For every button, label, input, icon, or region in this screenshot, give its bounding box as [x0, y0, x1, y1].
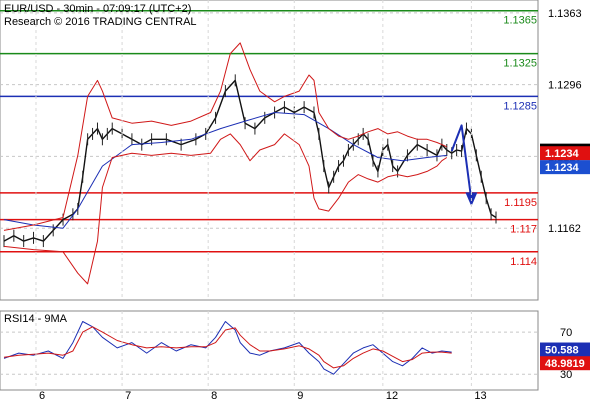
rsi-tag-label: 48.9819	[545, 358, 585, 370]
level-label: 1.1195	[504, 197, 537, 209]
x-tick-label: 7	[125, 390, 131, 400]
x-tick-label: 6	[39, 390, 45, 400]
chart-subtitle: Research © 2016 TRADING CENTRAL	[4, 16, 197, 28]
x-tick-label: 13	[474, 390, 486, 400]
price-panel	[0, 0, 539, 301]
price-tag-label: 1.1234	[545, 148, 580, 160]
bollinger-lower-line	[3, 133, 448, 285]
chart-title: EUR/USD - 30min - 07:09:17 (UTC+2)	[4, 3, 191, 15]
level-label: 1.117	[510, 224, 537, 236]
price-tag-label: 1.1234	[545, 162, 580, 174]
rsi-line	[3, 321, 452, 375]
rsi-tag-box	[540, 356, 590, 371]
price-levels: 1.1365 1.1325 1.1285 1.1195 1.117 1.114	[0, 9, 538, 268]
x-axis: 6 7 8 9 12 13	[35, 0, 487, 400]
price-tag-box	[540, 146, 590, 161]
rsi-y-axis: 70 30	[560, 327, 572, 381]
x-tick-label: 12	[386, 390, 398, 400]
rsi-y-tick: 30	[560, 369, 572, 381]
rsi-ma-line	[3, 326, 452, 369]
moving-average-line	[3, 112, 447, 229]
rsi-tag-box	[540, 342, 590, 357]
rsi-series	[3, 321, 452, 375]
level-label: 1.1365	[503, 15, 537, 27]
rsi-y-tick: 70	[560, 327, 572, 339]
price-tag-box	[540, 160, 590, 175]
level-label: 1.1285	[503, 100, 537, 112]
x-tick-label: 8	[211, 390, 217, 400]
projection-line	[450, 124, 473, 201]
bollinger-upper-line	[3, 42, 448, 231]
price-y-tick: 1.1296	[548, 80, 582, 92]
level-label: 1.1325	[503, 58, 537, 70]
level-label: 1.114	[510, 256, 537, 268]
rsi-tag-label: 50.588	[545, 345, 579, 357]
price-y-tick: 1.1162	[548, 223, 581, 235]
price-line	[3, 79, 497, 242]
price-series	[3, 42, 497, 285]
x-tick-label: 9	[297, 390, 303, 400]
price-y-tick: 1.1363	[548, 8, 582, 20]
